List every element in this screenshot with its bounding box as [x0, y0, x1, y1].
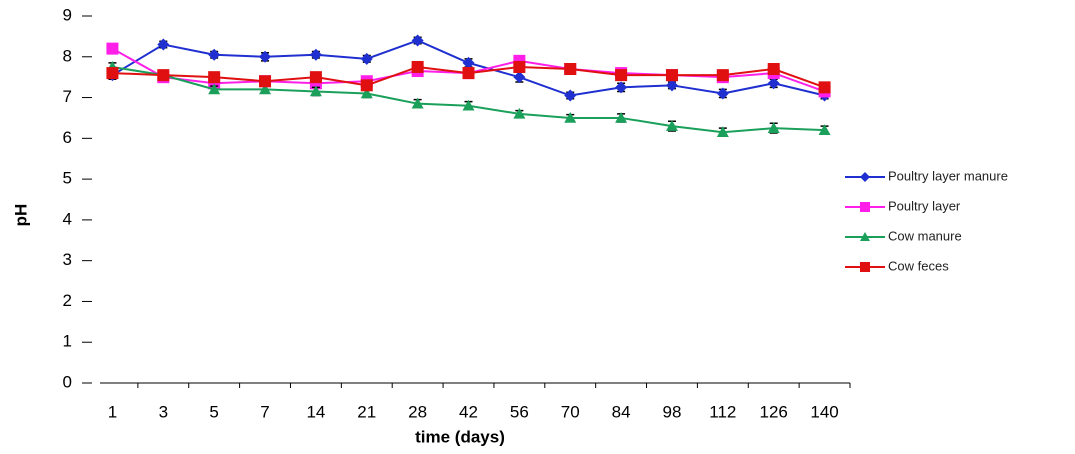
y-tick-label: 8 [63, 46, 72, 65]
x-tick-label: 56 [510, 402, 529, 421]
marker [157, 69, 170, 82]
marker [157, 38, 170, 51]
y-tick-label: 5 [63, 169, 72, 188]
marker [360, 87, 373, 99]
x-tick-label: 14 [306, 402, 325, 421]
marker [106, 42, 119, 55]
marker [860, 232, 870, 241]
marker [360, 52, 373, 65]
series [106, 60, 831, 138]
x-tick-label: 1 [108, 402, 117, 421]
marker [208, 83, 221, 95]
marker [860, 202, 870, 212]
marker [716, 87, 729, 100]
marker [860, 262, 870, 272]
marker [462, 99, 475, 111]
marker [615, 69, 628, 82]
marker [665, 69, 678, 82]
y-tick-label: 1 [63, 332, 72, 351]
marker [360, 79, 373, 92]
y-tick-label: 0 [63, 372, 72, 391]
x-tick-label: 7 [260, 402, 269, 421]
marker [462, 56, 475, 69]
x-tick-label: 70 [561, 402, 580, 421]
marker [411, 34, 424, 47]
x-tick-label: 98 [663, 402, 682, 421]
legend-label: Cow manure [888, 228, 962, 243]
marker [513, 107, 526, 119]
marker [309, 85, 322, 97]
y-tick-label: 6 [63, 128, 72, 147]
legend-label: Poultry layer manure [888, 168, 1008, 183]
marker [411, 97, 424, 109]
y-axis-label: pH [11, 204, 30, 227]
series [106, 60, 831, 94]
marker [818, 81, 831, 94]
marker [716, 126, 729, 138]
marker [665, 120, 678, 131]
marker [818, 124, 831, 135]
marker [665, 79, 678, 92]
x-tick-label: 140 [810, 402, 838, 421]
marker [309, 71, 322, 84]
legend-label: Poultry layer [888, 198, 961, 213]
marker [716, 69, 729, 82]
x-tick-label: 84 [612, 402, 631, 421]
marker [259, 50, 272, 63]
marker [462, 67, 475, 80]
marker [860, 172, 870, 182]
x-tick-label: 42 [459, 402, 478, 421]
x-tick-label: 5 [209, 402, 218, 421]
marker [767, 63, 780, 76]
marker [564, 111, 577, 123]
marker [767, 77, 780, 90]
marker [564, 89, 577, 102]
y-tick-label: 4 [63, 209, 72, 228]
x-tick-label: 126 [760, 402, 788, 421]
marker [208, 48, 221, 61]
marker [208, 71, 221, 84]
marker [615, 111, 628, 123]
marker [615, 81, 628, 94]
marker [259, 75, 272, 88]
marker [106, 67, 119, 80]
marker [411, 60, 424, 73]
x-axis-label: time (days) [415, 427, 505, 446]
legend-label: Cow feces [888, 258, 949, 273]
marker [513, 60, 526, 73]
marker [513, 71, 526, 84]
y-tick-label: 3 [63, 250, 72, 269]
x-tick-label: 28 [408, 402, 427, 421]
y-tick-label: 2 [63, 291, 72, 310]
marker [767, 122, 780, 133]
x-tick-label: 3 [159, 402, 168, 421]
marker [309, 48, 322, 61]
marker [564, 63, 577, 76]
marker [259, 83, 272, 95]
x-tick-label: 112 [709, 402, 736, 421]
y-tick-label: 7 [63, 87, 72, 106]
x-tick-label: 21 [357, 402, 376, 421]
y-tick-label: 9 [63, 5, 72, 24]
